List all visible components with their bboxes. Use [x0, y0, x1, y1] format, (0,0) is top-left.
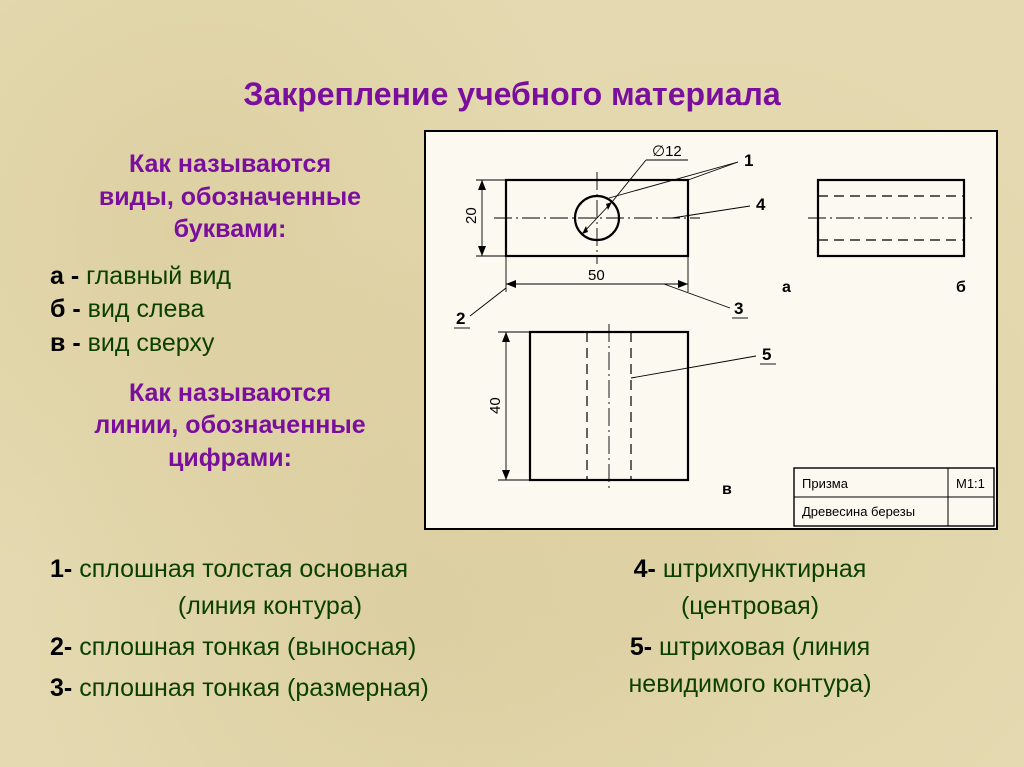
answers-views: а - главный вид б - вид слева в - вид св…: [50, 260, 410, 361]
line-1-sub: (линия контура): [50, 589, 490, 624]
q1-line1: Как называются: [50, 148, 410, 181]
line-4: 4- штрихпунктирная: [520, 552, 980, 587]
view-a-letter: а -: [50, 262, 79, 290]
callout-3: 3: [734, 299, 743, 318]
dim-w50: 50: [588, 267, 605, 284]
view-b-text: вид слева: [88, 295, 205, 323]
view-b: б - вид слева: [50, 293, 410, 327]
drawing-svg: ∅12 20 50 1 4 2 3 а: [426, 132, 996, 528]
line-1: 1- сплошная толстая основная: [50, 552, 490, 587]
q2-line1: Как называются: [50, 377, 410, 410]
line-1-num: 1-: [50, 555, 72, 583]
answers-left: 1- сплошная толстая основная (линия конт…: [50, 552, 490, 712]
view-a: ∅12 20 50 1 4 2 3 а: [454, 143, 791, 328]
technical-drawing: ∅12 20 50 1 4 2 3 а: [424, 130, 998, 530]
line-5-sub: невидимого контура): [520, 667, 980, 702]
q1-line3: буквами:: [50, 213, 410, 246]
callout-5: 5: [762, 345, 771, 364]
tb-name: Призма: [802, 476, 849, 491]
line-4-sub: (центровая): [520, 589, 980, 624]
line-3-num: 3-: [50, 674, 72, 702]
view-v: в - вид сверху: [50, 327, 410, 361]
tb-material: Древесина березы: [802, 504, 915, 519]
page-title: Закрепление учебного материала: [0, 76, 1024, 113]
callout-1: 1: [744, 151, 753, 170]
question-2: Как называются линии, обозначенные цифра…: [50, 377, 410, 475]
line-5: 5- штриховая (линия: [520, 630, 980, 665]
line-5-text: штриховая (линия: [659, 633, 870, 661]
view-b-letter: б -: [50, 295, 81, 323]
line-5-num: 5-: [630, 633, 652, 661]
line-2-num: 2-: [50, 633, 72, 661]
line-2-text: сплошная тонкая (выносная): [79, 633, 416, 661]
q2-line3: цифрами:: [50, 442, 410, 475]
label-b: б: [956, 279, 966, 296]
dim-h40: 40: [487, 397, 504, 414]
callout-4: 4: [756, 195, 766, 214]
line-3-text: сплошная тонкая (размерная): [79, 674, 429, 702]
callout-2: 2: [456, 309, 465, 328]
answers-right: 4- штрихпунктирная (центровая) 5- штрихо…: [520, 552, 980, 708]
dim-h20: 20: [463, 207, 480, 224]
q2-line2: линии, обозначенные: [50, 409, 410, 442]
label-v: в: [722, 481, 732, 498]
view-a: а - главный вид: [50, 260, 410, 294]
view-v-letter: в -: [50, 329, 81, 357]
tb-scale: М1:1: [956, 476, 985, 491]
line-2: 2- сплошная тонкая (выносная): [50, 630, 490, 665]
view-b: б: [808, 180, 974, 296]
line-1-text: сплошная толстая основная: [79, 555, 408, 583]
view-a-text: главный вид: [86, 262, 231, 290]
label-a: а: [782, 279, 791, 296]
question-1: Как называются виды, обозначенные буквам…: [50, 148, 410, 246]
view-v-text: вид сверху: [88, 329, 215, 357]
line-4-num: 4-: [634, 555, 656, 583]
line-4-text: штрихпунктирная: [663, 555, 867, 583]
line-3: 3- сплошная тонкая (размерная): [50, 671, 490, 706]
dia-label: ∅12: [652, 143, 682, 160]
view-v: 40 5 в: [487, 324, 776, 498]
left-column: Как называются виды, обозначенные буквам…: [50, 148, 410, 474]
title-block: Призма Древесина березы М1:1: [794, 468, 994, 526]
q1-line2: виды, обозначенные: [50, 181, 410, 214]
